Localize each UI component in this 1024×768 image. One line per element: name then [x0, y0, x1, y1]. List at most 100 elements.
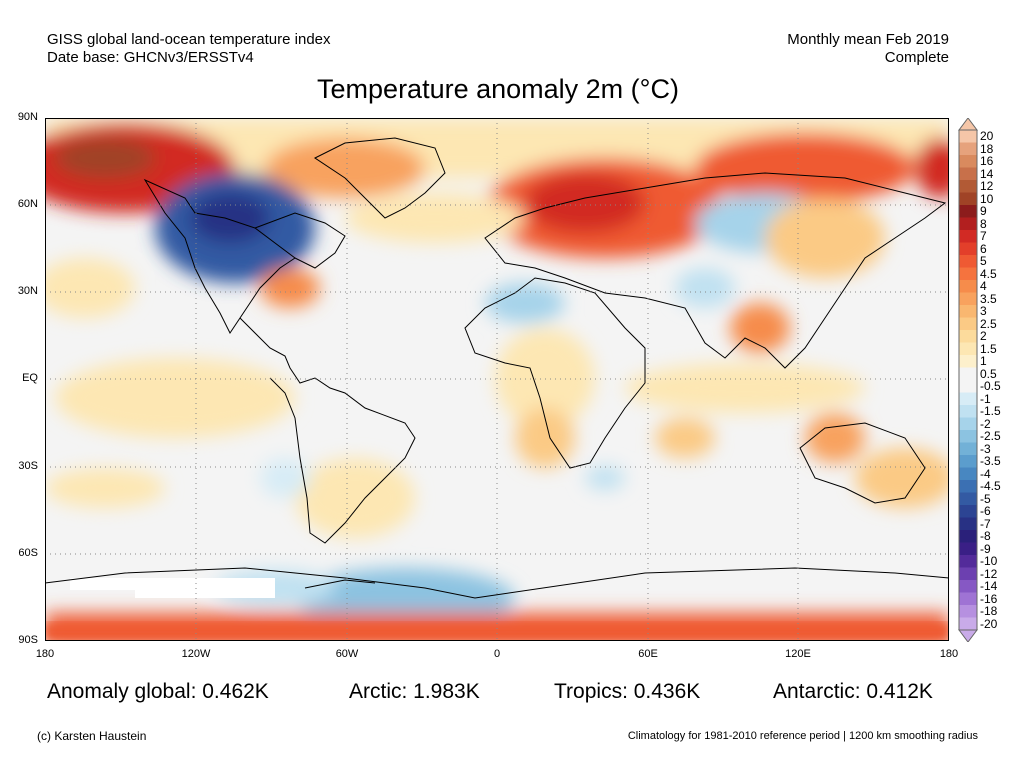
colorbar-tick-label: 2.5 [980, 316, 997, 331]
colorbar-tick-label: -2.5 [980, 429, 1001, 443]
colorbar-swatch [959, 430, 977, 443]
colorbar-tick-label: 9 [980, 204, 987, 218]
dataset-title: GISS global land-ocean temperature index [47, 31, 331, 48]
colorbar-tick-label: -2 [980, 416, 991, 431]
colorbar-swatch [959, 617, 977, 631]
completeness-label: Complete [884, 49, 949, 66]
colorbar-tick-label: -3 [980, 441, 991, 456]
colorbar-swatch [959, 492, 977, 506]
map-frame [45, 118, 949, 641]
colorbar-tick-label: -6 [980, 504, 991, 518]
lat-label-90n: 90N [17, 111, 38, 123]
lat-label-eq: EQ [22, 372, 38, 384]
climatology-note: Climatology for 1981-2010 reference peri… [627, 730, 978, 742]
colorbar-swatch [959, 255, 977, 268]
colorbar-tick-label: 16 [980, 154, 994, 168]
colorbar-tick-label: 4.5 [980, 266, 997, 281]
anomaly-antarctic: Antarctic: 0.412K [773, 680, 933, 703]
colorbar-tick-label: 10 [980, 191, 994, 206]
colorbar-tick-label: -10 [980, 554, 998, 568]
colorbar-tick-label: -4 [980, 466, 991, 481]
colorbar [958, 118, 978, 642]
colorbar-tick-label: -3.5 [980, 454, 1001, 468]
colorbar-tick-label: 5 [980, 254, 987, 268]
lon-label-60w: 60W [335, 648, 359, 660]
colorbar-tick-label: 20 [980, 129, 994, 143]
lat-label-90s: 90S [18, 634, 38, 646]
colorbar-swatch [959, 605, 977, 618]
colorbar-swatch [959, 567, 977, 581]
lon-label-120e: 120E [785, 648, 811, 660]
colorbar-tick-label: -12 [980, 566, 998, 581]
colorbar-swatch [959, 142, 977, 156]
colorbar-tick-label: 0.5 [980, 366, 997, 381]
colorbar-swatch [959, 417, 977, 431]
lon-label-120w: 120W [181, 648, 211, 660]
colorbar-swatch [959, 467, 977, 481]
colorbar-swatch [959, 155, 977, 168]
missing-data-patch [70, 578, 135, 590]
colorbar-swatch [959, 392, 977, 406]
colorbar-tick-label: -14 [980, 579, 998, 593]
colorbar-min-arrow [958, 629, 978, 642]
colorbar-swatch [959, 305, 977, 318]
colorbar-swatch [959, 167, 977, 181]
colorbar-tick-label: 1 [980, 354, 987, 368]
colorbar-swatch [959, 330, 977, 343]
coastlines [45, 137, 949, 599]
colorbar-swatch [959, 580, 977, 593]
colorbar-swatch [959, 505, 977, 518]
colorbar-swatch [959, 367, 977, 381]
colorbar-swatch [959, 555, 977, 568]
colorbar-swatch [959, 230, 977, 243]
anomaly-tropics: Tropics: 0.436K [554, 680, 701, 703]
colorbar-swatch [959, 242, 977, 256]
temperature-anomaly-map [45, 118, 949, 641]
colorbar-swatch [959, 355, 977, 368]
colorbar-swatch [959, 380, 977, 393]
colorbar-tick-label: -1 [980, 391, 991, 406]
database-label: Date base: GHCNv3/ERSSTv4 [47, 49, 254, 66]
colorbar-tick-label: 18 [980, 141, 994, 156]
colorbar-swatch [959, 180, 977, 193]
colorbar-tick-label: -18 [980, 604, 998, 618]
map-title: Temperature anomaly 2m (°C) [317, 74, 679, 104]
colorbar-tick-label: -0.5 [980, 379, 1001, 393]
colorbar-tick-label: 3.5 [980, 291, 997, 306]
lon-label-60e: 60E [638, 648, 658, 660]
lat-label-60n: 60N [17, 198, 38, 210]
colorbar-swatch [959, 517, 977, 531]
lat-label-30s: 30S [18, 460, 38, 472]
lon-label-0: 0 [493, 648, 501, 660]
colorbar-swatch [959, 205, 977, 218]
colorbar-swatch [959, 542, 977, 556]
colorbar-tick-label: 2 [980, 329, 987, 343]
colorbar-swatch [959, 442, 977, 456]
lon-label-180e: 180 [939, 648, 959, 660]
colorbar-tick-label: 3 [980, 304, 987, 318]
colorbar-tick-label: 12 [980, 179, 994, 193]
period-label: Monthly mean Feb 2019 [787, 31, 949, 48]
colorbar-swatch [959, 530, 977, 543]
copyright: (c) Karsten Haustein [37, 729, 147, 743]
colorbar-swatch [959, 192, 977, 206]
graticule [45, 118, 949, 641]
colorbar-tick-label: -9 [980, 541, 991, 556]
colorbar-tick-label: -16 [980, 591, 998, 606]
colorbar-tick-label: -1.5 [980, 404, 1001, 418]
colorbar-tick-label: 1.5 [980, 341, 997, 356]
colorbar-swatch [959, 130, 977, 143]
colorbar-swatch [959, 480, 977, 493]
missing-data-patch [135, 578, 275, 598]
colorbar-swatch [959, 317, 977, 331]
colorbar-tick-label: -8 [980, 529, 991, 543]
anomaly-global: Anomaly global: 0.462K [47, 680, 269, 703]
colorbar-tick-label: 4 [980, 279, 987, 293]
colorbar-tick-label: -20 [980, 616, 998, 631]
lat-label-60s: 60S [18, 547, 38, 559]
colorbar-swatch [959, 217, 977, 231]
lon-label-180w: 180 [35, 648, 55, 660]
lat-label-30n: 30N [17, 285, 38, 297]
anomaly-arctic: Arctic: 1.983K [349, 680, 480, 703]
colorbar-swatch [959, 267, 977, 281]
